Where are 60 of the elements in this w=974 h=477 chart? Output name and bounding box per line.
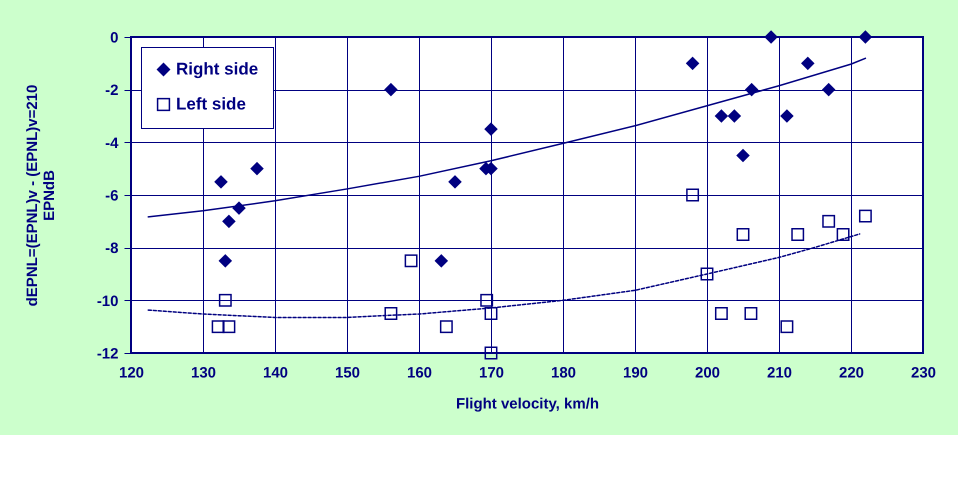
- point: [480, 294, 494, 307]
- point: [440, 320, 453, 334]
- point: [448, 175, 462, 188]
- point: [484, 307, 498, 320]
- point: [801, 56, 814, 70]
- point: [384, 307, 398, 320]
- point: [822, 83, 836, 96]
- point: [700, 268, 714, 280]
- point: [780, 110, 794, 122]
- point: [736, 149, 750, 162]
- point: [736, 228, 750, 241]
- point: [484, 346, 498, 360]
- x-tick-label: 210: [766, 364, 792, 382]
- legend-label: Left side: [176, 94, 246, 114]
- point: [686, 56, 700, 70]
- point: [434, 254, 448, 268]
- point: [214, 175, 228, 188]
- point: [404, 254, 418, 268]
- point: [822, 214, 836, 228]
- x-tick-label: 170: [478, 364, 504, 382]
- point: [218, 254, 232, 268]
- point: [858, 210, 872, 223]
- point: [250, 162, 264, 176]
- point: [218, 294, 232, 307]
- point: [686, 188, 700, 202]
- x-tick-label: 120: [118, 364, 144, 382]
- y-tick-label: -2: [105, 82, 118, 100]
- point: [836, 228, 850, 241]
- point: [484, 122, 498, 136]
- y-axis-title: dEPNL=(EPNL)v - (EPNL)v=210 EPNdB: [24, 84, 58, 306]
- x-tick-label: 200: [694, 364, 720, 382]
- point: [764, 30, 778, 44]
- x-tick-label: 130: [190, 364, 216, 382]
- y-tick-label: -6: [105, 188, 118, 204]
- point: [791, 228, 804, 241]
- y-tick-label: -10: [96, 292, 118, 310]
- point: [744, 307, 758, 320]
- point: [858, 30, 872, 44]
- x-tick-label: 160: [406, 364, 432, 382]
- point: [222, 214, 236, 228]
- x-tick-label: 230: [910, 364, 936, 382]
- point: [728, 110, 741, 122]
- x-tick-label: 140: [262, 364, 288, 382]
- point: [384, 83, 398, 96]
- x-tick-label: 220: [838, 364, 864, 382]
- y-tick-label: -8: [105, 240, 118, 258]
- x-axis-title: Flight velocity, km/h: [456, 396, 600, 412]
- x-tick-label: 150: [334, 364, 360, 382]
- x-tick-label: 180: [550, 364, 576, 382]
- y-tick-label: -4: [105, 134, 120, 152]
- point: [222, 320, 236, 334]
- point: [714, 307, 728, 320]
- point: [780, 320, 794, 334]
- legend-label: Right side: [176, 60, 258, 78]
- point: [714, 110, 728, 122]
- point: [745, 83, 758, 96]
- x-tick-label: 190: [622, 364, 648, 382]
- point: [212, 320, 225, 334]
- y-tick-label: -12: [96, 346, 118, 362]
- y-tick-label: 0: [110, 30, 118, 46]
